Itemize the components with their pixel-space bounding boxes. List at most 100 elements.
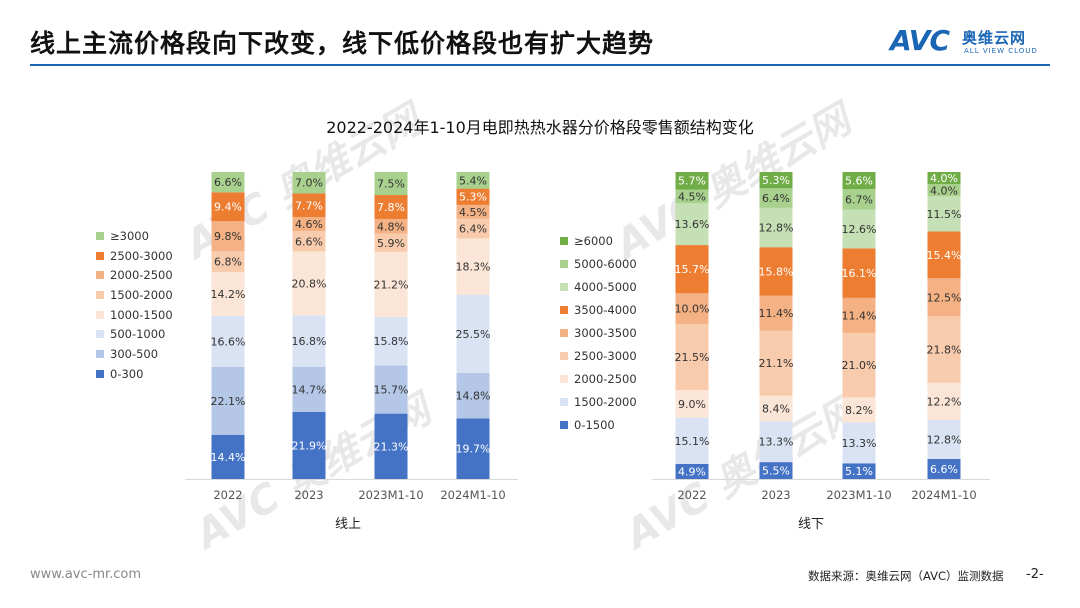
bar-segment (292, 172, 326, 194)
legend-item: 2500-3000 (560, 344, 637, 367)
legend-item: 500-1000 (96, 324, 173, 344)
data-label: 19.7% (456, 443, 491, 456)
bar-segment (374, 365, 408, 414)
data-label: 12.8% (927, 433, 962, 446)
bar-segment (374, 413, 408, 479)
legend-label: 0-1500 (574, 417, 615, 432)
data-label: 14.4% (211, 451, 246, 464)
bar-segment (759, 295, 793, 331)
bar-segment (759, 172, 793, 189)
data-label: 21.3% (374, 440, 409, 453)
x-tick-label: 2023M1-10 (358, 488, 423, 502)
bar-segment (675, 189, 709, 204)
data-label: 13.3% (842, 437, 877, 450)
legend-item: 2500-3000 (96, 246, 173, 266)
data-label: 21.8% (927, 344, 962, 357)
data-label: 4.0% (930, 172, 958, 185)
data-label: 4.9% (678, 465, 706, 478)
bar-segment (927, 196, 961, 232)
data-label: 20.8% (292, 277, 327, 290)
legend-label: 1500-2000 (574, 394, 637, 409)
bar-segment (759, 395, 793, 422)
legend-swatch (96, 310, 104, 319)
data-label: 4.5% (678, 190, 706, 203)
legend-item: 3000-3500 (560, 321, 637, 344)
data-label: 13.6% (675, 218, 710, 231)
x-tick-label: 2023 (294, 488, 323, 502)
bar-segment (842, 332, 876, 398)
chart-online: 14.4% 22.1% 16.6% 14.2% 6.8% 9.8% 9.4% 6.6% 2022… (185, 172, 518, 532)
bar-segment (374, 233, 408, 252)
bar-segment (759, 462, 793, 479)
chart-subtitle: 线上 (335, 517, 361, 532)
bar-segment (675, 245, 709, 294)
data-label: 6.6% (295, 235, 323, 248)
bar-segment (374, 218, 408, 234)
data-label: 15.8% (374, 335, 409, 348)
bar-segment (842, 297, 876, 333)
legend-item: ≥3000 (96, 226, 173, 246)
legend-swatch (560, 259, 568, 268)
bar-segment (292, 411, 326, 479)
bar-segment (456, 294, 490, 373)
bar-segment (374, 251, 408, 317)
legend-label: 500-1000 (110, 327, 166, 342)
data-label: 4.8% (377, 220, 405, 233)
legend-item: ≥6000 (560, 229, 637, 252)
bar-segment (927, 458, 961, 479)
bar-segment (927, 231, 961, 279)
data-label: 7.8% (377, 201, 405, 214)
data-label: 16.1% (842, 267, 877, 280)
data-label: 9.8% (214, 230, 242, 243)
bar-segment (374, 316, 408, 366)
legend-label: 300-500 (110, 346, 159, 361)
data-label: 6.6% (930, 463, 958, 476)
x-tick-label: 2022 (213, 488, 242, 502)
bar-segment (759, 207, 793, 248)
data-label: 7.0% (295, 177, 323, 190)
legend-swatch (96, 369, 104, 378)
data-label: 21.2% (374, 278, 409, 291)
data-label: 15.7% (675, 263, 710, 276)
bar-segment (675, 463, 709, 479)
bar-segment (292, 251, 326, 316)
bar-segment (456, 172, 490, 189)
legend-swatch (96, 231, 104, 240)
data-label: 4.5% (459, 206, 487, 219)
data-label: 7.5% (377, 178, 405, 191)
data-label: 15.8% (759, 265, 794, 278)
bar-segment (842, 209, 876, 249)
legend-item: 2000-2500 (96, 265, 173, 285)
x-tick-label: 2023M1-10 (826, 488, 891, 502)
legend-swatch (560, 351, 568, 360)
legend-label: ≥3000 (110, 228, 149, 243)
chart-subtitle: 线下 (798, 517, 824, 532)
data-label: 11.4% (759, 307, 794, 320)
legend-swatch (560, 374, 568, 383)
legend-swatch (96, 271, 104, 280)
data-label: 16.6% (211, 335, 246, 348)
bar-segment (675, 172, 709, 190)
legend-swatch (96, 251, 104, 260)
bar-segment (927, 184, 961, 197)
bar-segment (675, 203, 709, 246)
legend-swatch (560, 305, 568, 314)
bar-segment (292, 231, 326, 252)
legend-item: 5000-6000 (560, 252, 637, 275)
bar-segment (456, 218, 490, 239)
legend-label: 3000-3500 (574, 325, 637, 340)
data-label: 12.8% (759, 222, 794, 235)
legend-label: 2500-3000 (110, 248, 173, 263)
data-label: 9.0% (678, 398, 706, 411)
bar-segment (211, 221, 245, 252)
bar-segment (927, 278, 961, 317)
footer-url: www.avc-mr.com (30, 567, 142, 582)
legend-swatch (560, 328, 568, 337)
data-label: 5.4% (459, 174, 487, 187)
legend-swatch (96, 349, 104, 358)
data-label: 9.4% (214, 201, 242, 214)
legend-label: 1000-1500 (110, 307, 173, 322)
bar-segment (842, 248, 876, 298)
chart-title: 2022-2024年1-10月电即热热水器分价格段零售额结构变化 (326, 118, 754, 137)
bar-segment (211, 192, 245, 222)
